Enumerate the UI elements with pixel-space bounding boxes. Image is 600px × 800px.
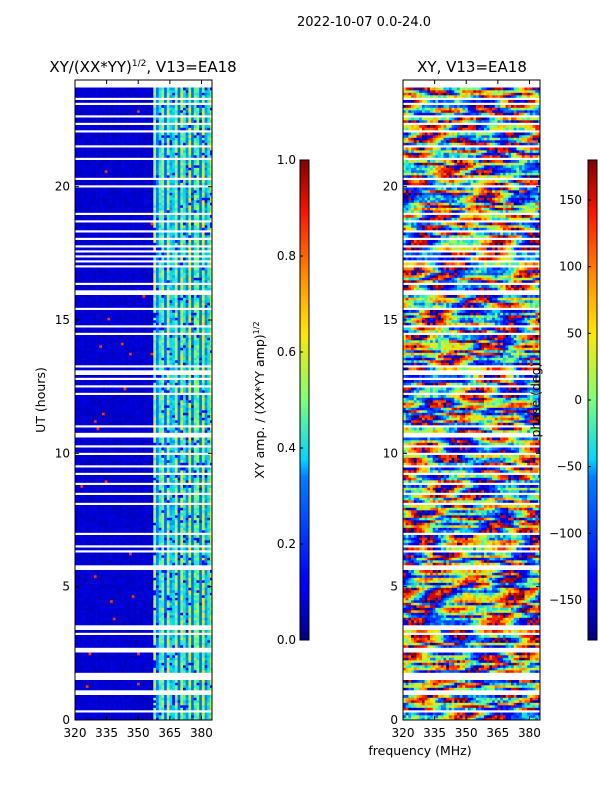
x-tick-label: 365 bbox=[158, 726, 181, 740]
y-tick-label: 0 bbox=[390, 713, 398, 727]
colorbar-tick-label: 0 bbox=[574, 393, 582, 407]
colorbar-tick-label: 50 bbox=[567, 326, 582, 340]
x-tick-label: 320 bbox=[64, 726, 87, 740]
x-tick-label: 350 bbox=[127, 726, 150, 740]
colorbar-tick-label: 0.6 bbox=[277, 345, 296, 359]
amp-colorbar bbox=[300, 160, 309, 640]
y-tick-label: 0 bbox=[62, 713, 70, 727]
amp-title: XY/(XX*YY)1/2, V13=EA18 bbox=[49, 58, 236, 76]
x-tick-label: 380 bbox=[190, 726, 213, 740]
amp-heatmap bbox=[75, 88, 212, 721]
amp-title-main: XY/(XX*YY) bbox=[49, 58, 132, 76]
x-tick-label: 380 bbox=[518, 726, 541, 740]
amp-colorbar-label: XY amp. / (XX*YY amp)1/2 bbox=[252, 321, 267, 478]
y-tick-label: 20 bbox=[55, 180, 70, 194]
y-tick-label: 15 bbox=[383, 313, 398, 327]
colorbar-tick-label: 0.4 bbox=[277, 441, 296, 455]
x-tick-label: 335 bbox=[95, 726, 118, 740]
colorbar-tick-label: −100 bbox=[549, 526, 582, 540]
y-tick-label: 15 bbox=[55, 313, 70, 327]
phase-colorbar-label: phase (deg) bbox=[528, 362, 543, 437]
colorbar-tick-label: −150 bbox=[549, 593, 582, 607]
amp-title-rest: , V13=EA18 bbox=[146, 58, 236, 76]
shared-xlabel: frequency (MHz) bbox=[368, 743, 471, 758]
phase-colorbar-ticks: −150 −100 −50 0 50 100 150 bbox=[549, 193, 591, 607]
figure: 2022-10-07 0.0-24.0 XY/(XX*YY)1/2, V13=E… bbox=[0, 0, 600, 800]
suptitle: 2022-10-07 0.0-24.0 bbox=[297, 15, 431, 30]
y-tick-label: 5 bbox=[390, 580, 398, 594]
colorbar-tick-label: 1.0 bbox=[277, 153, 296, 167]
y-tick-label: 10 bbox=[383, 446, 398, 460]
colorbar-tick-label: −50 bbox=[557, 460, 582, 474]
amp-cb-label-main: XY amp. / (XX*YY amp) bbox=[252, 334, 267, 478]
amp-colorbar-ticks: 0.0 0.2 0.4 0.6 0.8 1.0 bbox=[277, 153, 303, 647]
amp-ylabel: UT (hours) bbox=[33, 367, 48, 433]
y-tick-label: 5 bbox=[62, 580, 70, 594]
amp-cb-label-sup: 1/2 bbox=[252, 321, 261, 334]
x-tick-label: 320 bbox=[392, 726, 415, 740]
y-tick-label: 20 bbox=[383, 180, 398, 194]
y-tick-label: 10 bbox=[55, 446, 70, 460]
amp-title-sup: 1/2 bbox=[132, 59, 146, 69]
colorbar-tick-label: 0.0 bbox=[277, 633, 296, 647]
phase-heatmap bbox=[403, 88, 540, 721]
colorbar-tick-label: 150 bbox=[559, 193, 582, 207]
x-tick-label: 335 bbox=[423, 726, 446, 740]
x-tick-label: 350 bbox=[455, 726, 478, 740]
colorbar-tick-label: 100 bbox=[559, 260, 582, 274]
phase-title: XY, V13=EA18 bbox=[417, 58, 527, 76]
colorbar-tick-label: 0.2 bbox=[277, 537, 296, 551]
colorbar-tick-label: 0.8 bbox=[277, 249, 296, 263]
x-tick-label: 365 bbox=[486, 726, 509, 740]
